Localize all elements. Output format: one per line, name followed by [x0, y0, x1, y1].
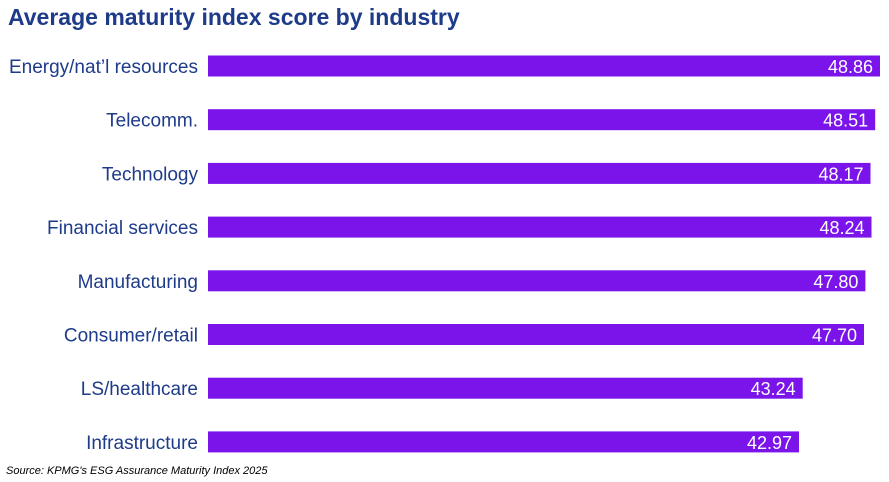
category-label-telecomm: Telecomm. — [106, 111, 198, 132]
bar-chart: Energy/nat’l resources 48.86 Telecomm. 48.5… — [9, 55, 880, 454]
value-label-technology: 48.17 — [818, 164, 863, 184]
bar-technology — [208, 162, 871, 184]
value-label-financial-services: 48.24 — [819, 218, 864, 238]
bar-financial-services — [208, 216, 872, 238]
bar-manufacturing — [208, 270, 866, 292]
category-label-ls-healthcare: LS/healthcare — [81, 379, 198, 400]
value-label-ls-healthcare: 43.24 — [751, 379, 796, 399]
bar-energy-nat-l-resources — [208, 55, 880, 77]
bar-telecomm — [208, 109, 876, 131]
bar-ls-healthcare — [208, 377, 803, 399]
value-label-infrastructure: 42.97 — [747, 433, 792, 453]
source-note: Source: KPMG's ESG Assurance Maturity In… — [6, 465, 268, 477]
category-label-technology: Technology — [102, 164, 199, 185]
category-label-energy-nat-l-resources: Energy/nat’l resources — [9, 57, 198, 78]
category-label-consumer-retail: Consumer/retail — [64, 326, 198, 347]
category-label-infrastructure: Infrastructure — [86, 433, 198, 454]
value-label-manufacturing: 47.80 — [813, 272, 858, 292]
bar-consumer-retail — [208, 324, 864, 345]
category-label-financial-services: Financial services — [47, 218, 198, 239]
value-label-telecomm: 48.51 — [823, 111, 868, 131]
value-label-consumer-retail: 47.70 — [812, 326, 857, 346]
value-label-energy-nat-l-resources: 48.86 — [828, 57, 873, 77]
chart-title: Average maturity index score by industry — [8, 4, 460, 30]
bar-infrastructure — [208, 431, 799, 453]
category-label-manufacturing: Manufacturing — [78, 272, 198, 293]
